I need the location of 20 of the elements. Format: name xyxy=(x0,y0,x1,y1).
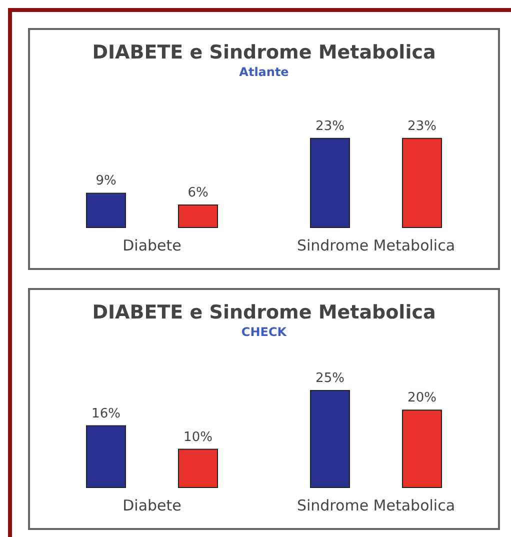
x-tick-label: Sindrome Metabolica xyxy=(296,236,456,254)
chart-title: DIABETE e Sindrome Metabolica xyxy=(92,302,436,324)
x-tick-label: Diabete xyxy=(122,496,182,514)
data-label: 25% xyxy=(316,371,344,386)
x-tick-label: Diabete xyxy=(122,236,182,254)
data-label: 23% xyxy=(408,118,436,134)
data-label: 10% xyxy=(184,430,212,445)
data-label: 9% xyxy=(96,174,116,189)
data-label: 20% xyxy=(408,390,436,406)
bar xyxy=(86,425,126,488)
data-label: 16% xyxy=(92,406,120,422)
x-tick-label: Sindrome Metabolica xyxy=(296,496,456,514)
chart-title: DIABETE e Sindrome Metabolica xyxy=(92,42,436,64)
data-label: 23% xyxy=(316,118,344,134)
bar xyxy=(310,390,350,488)
chart-subtitle: Atlante xyxy=(239,65,289,79)
bar xyxy=(178,448,218,488)
data-label: 6% xyxy=(188,185,208,200)
bar xyxy=(402,410,442,488)
chart-subtitle: CHECK xyxy=(241,325,288,339)
